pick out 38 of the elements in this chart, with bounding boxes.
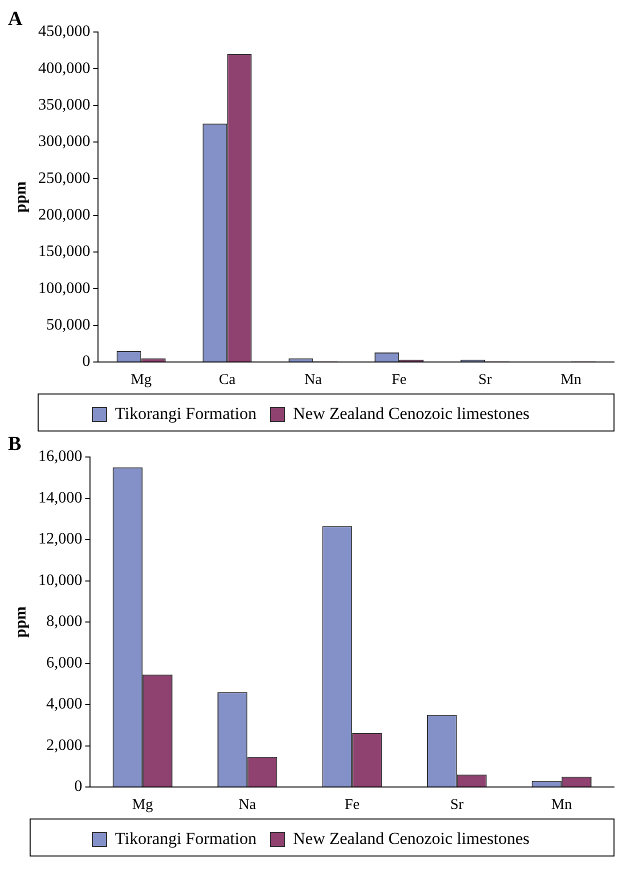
x-tick-label: Na <box>304 372 322 388</box>
y-tick-label: 100,000 <box>38 280 90 297</box>
y-tick-label: 0 <box>82 353 90 370</box>
y-tick-label: 6,000 <box>46 654 82 672</box>
y-tick-label: 300,000 <box>38 133 90 150</box>
x-tick-label: Mn <box>551 796 573 813</box>
y-tick-label: 400,000 <box>38 60 90 77</box>
y-tick-label: 4,000 <box>46 696 82 713</box>
x-tick-label: Mg <box>132 796 154 813</box>
y-axis-title: ppm <box>12 180 30 213</box>
x-tick-label: Na <box>238 796 256 813</box>
y-tick-label: 0 <box>74 778 82 796</box>
y-axis-title: ppm <box>12 606 30 638</box>
chart-title: B <box>8 433 22 456</box>
x-tick-label: Fe <box>344 796 360 813</box>
y-tick-label: 200,000 <box>38 206 90 224</box>
x-tick-label: Ca <box>218 372 236 388</box>
legend-label: New Zealand Cenozoic limestones <box>293 404 530 423</box>
y-tick-label: 2,000 <box>46 736 82 754</box>
y-tick-label: 50,000 <box>46 316 90 334</box>
x-tick-label: Mn <box>560 372 582 388</box>
y-tick-label: 16,000 <box>38 448 82 466</box>
y-tick-label: 10,000 <box>38 572 82 589</box>
chart-title: A <box>8 8 23 30</box>
y-tick-label: 150,000 <box>38 243 90 260</box>
y-tick-label: 12,000 <box>38 530 82 548</box>
legend-label: New Zealand Cenozoic limestones <box>293 828 530 848</box>
x-tick-label: Sr <box>478 372 492 388</box>
y-tick-label: 14,000 <box>38 489 82 506</box>
y-tick-label: 250,000 <box>38 170 90 187</box>
y-tick-label: 350,000 <box>38 96 90 114</box>
x-tick-label: Fe <box>392 372 407 388</box>
y-tick-label: 450,000 <box>38 23 90 40</box>
legend-label: Tikorangi Formation <box>114 404 258 423</box>
y-tick-label: 8,000 <box>46 613 82 630</box>
legend-label: Tikorangi Formation <box>114 828 258 848</box>
x-tick-label: Sr <box>450 796 464 813</box>
x-tick-label: Mg <box>130 372 152 388</box>
